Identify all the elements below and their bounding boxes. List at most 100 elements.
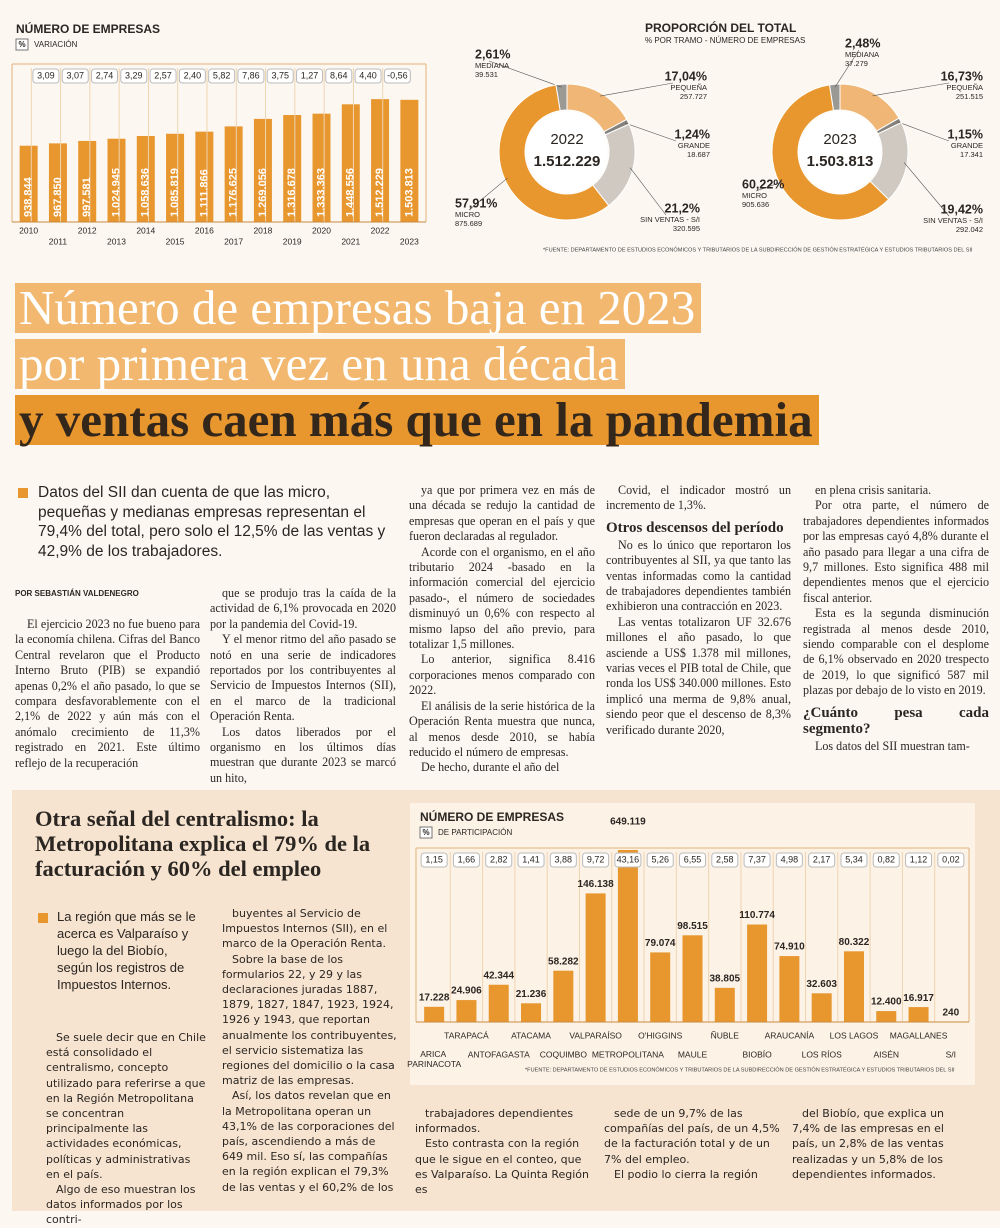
slice-count: 320.595 <box>673 224 700 233</box>
bullet <box>18 488 28 498</box>
value-label: 16.917 <box>903 993 934 1004</box>
chart-title: NÚMERO DE EMPRESAS <box>16 21 160 36</box>
variation-label: 43,16 <box>617 854 640 864</box>
slice-percent: 19,42% <box>941 202 983 216</box>
chart-subtitle: % POR TRAMO - NÚMERO DE EMPRESAS <box>645 36 805 45</box>
variation-label: 4,40 <box>359 70 377 80</box>
paragraph: sede de un 9,7% de las compañías del paí… <box>604 1106 780 1167</box>
slice-name: SIN VENTAS - S/I <box>923 216 983 225</box>
value-label: 42.344 <box>483 970 514 981</box>
bar <box>521 1003 541 1022</box>
headline-line: Número de empresas baja en 2023 <box>15 283 701 333</box>
source-note: *FUENTE: DEPARTAMENTO DE ESTUDIOS ECONÓM… <box>525 1066 955 1073</box>
subheading: ¿Cuánto pesa cada segmento? <box>803 705 989 737</box>
category-label: LOS RÍOS <box>802 1049 842 1059</box>
bar <box>683 935 703 1022</box>
category-label: MAULE <box>678 1049 708 1059</box>
category-label: 2017 <box>224 236 243 246</box>
paragraph: que se produjo tras la caída de la activ… <box>210 586 396 632</box>
headline-line: y ventas caen más que en la pandemia <box>15 395 819 445</box>
variation-label: 8,64 <box>330 70 348 80</box>
value-label: 38.805 <box>709 973 740 984</box>
paragraph: del Biobío, que explica un 7,4% de las e… <box>792 1106 968 1182</box>
leader-line <box>600 83 673 96</box>
subheading: Otros descensos del período <box>606 520 791 536</box>
value-label: 1.316.678 <box>286 168 298 217</box>
category-label: BIOBÍO <box>742 1049 772 1059</box>
category-label: TARAPACÁ <box>444 1030 489 1040</box>
slice-count: 875.689 <box>455 219 482 228</box>
value-label: 1.448.556 <box>345 168 357 217</box>
category-label: ATACAMA <box>511 1030 551 1040</box>
slice-count: 251.515 <box>956 92 983 101</box>
category-label: COQUIMBO <box>540 1049 588 1059</box>
bar <box>489 985 509 1022</box>
variation-label: 0,02 <box>942 854 960 864</box>
value-label: 649.119 <box>610 817 646 828</box>
column: Covid, el indicador mostró un incremento… <box>606 483 791 738</box>
value-label: 24.906 <box>451 986 482 997</box>
paragraph: El análisis de la serie histórica de la … <box>409 699 595 761</box>
value-label: 240 <box>943 1007 960 1018</box>
source-note: *FUENTE: DEPARTAMENTO DE ESTUDIOS ECONÓM… <box>543 246 973 253</box>
sidebar-lead: La región que más se le acerca es Valpar… <box>57 908 202 993</box>
region-chart: NÚMERO DE EMPRESAS%DE PARTICIPACIÓN1,151… <box>410 803 975 1085</box>
category-label: LOS LAGOS <box>830 1030 879 1040</box>
category-label: ANTOFAGASTA <box>468 1049 530 1059</box>
slice-percent: 21,2% <box>665 201 700 215</box>
variation-label: 4,98 <box>781 854 799 864</box>
value-label: 1.333.363 <box>315 168 327 217</box>
slice-name: GRANDE <box>678 141 710 150</box>
category-label: 2022 <box>371 225 390 235</box>
value-label: 1.176.625 <box>228 168 240 217</box>
variation-label: 5,82 <box>213 70 231 80</box>
value-label: 1.058.636 <box>140 168 152 217</box>
badge: % <box>18 40 25 49</box>
paragraph: trabajadores dependientes informados. <box>415 1106 591 1136</box>
bullet <box>38 913 48 923</box>
paragraph: De hecho, durante el año del <box>409 760 595 775</box>
category-label: 2011 <box>49 236 68 246</box>
chart-title: NÚMERO DE EMPRESAS <box>420 809 564 824</box>
paragraph: Los datos del SII muestran tam- <box>803 739 989 754</box>
slice-count: 18.687 <box>687 150 710 159</box>
center-year: 2023 <box>823 131 856 148</box>
category-label: 2012 <box>78 225 97 235</box>
value-label: 12.400 <box>871 997 902 1008</box>
paragraph: buyentes al Servicio de Impuestos Intern… <box>222 906 398 952</box>
value-label: 79.074 <box>645 938 676 949</box>
bar <box>456 1000 476 1022</box>
paragraph: Acorde con el organismo, en el año tribu… <box>409 545 595 653</box>
variation-label: 3,88 <box>555 854 573 864</box>
variation-label: 7,86 <box>242 70 260 80</box>
slice-percent: 57,91% <box>455 196 497 210</box>
chart-subtitle: VARIACIÓN <box>34 40 78 49</box>
variation-label: 2,82 <box>490 854 508 864</box>
bar <box>876 1011 896 1022</box>
slice-name: MICRO <box>455 210 480 219</box>
paragraph: Covid, el indicador mostró un incremento… <box>606 483 791 514</box>
variation-label: 2,74 <box>96 70 114 80</box>
column: Se suele decir que en Chile está consoli… <box>46 1030 206 1228</box>
slice-count: 39.531 <box>475 70 498 79</box>
slice-percent: 1,24% <box>675 127 710 141</box>
paragraph: El ejercicio 2023 no fue bueno para la e… <box>15 617 200 771</box>
slice-name: PEQUEÑA <box>946 83 983 92</box>
paragraph: en plena crisis sanitaria. <box>803 483 989 498</box>
paragraph: No es lo único que reportaron los contri… <box>606 538 791 615</box>
value-label: 74.910 <box>774 942 805 953</box>
center-total: 1.503.813 <box>807 153 874 170</box>
chart-subtitle: DE PARTICIPACIÓN <box>438 828 512 837</box>
leader-line <box>630 168 666 215</box>
category-label: MAGALLANES <box>890 1030 948 1040</box>
bar <box>747 925 767 1022</box>
category-label: ÑUBLE <box>711 1030 740 1040</box>
column: en plena crisis sanitaria.Por otra parte… <box>803 483 989 754</box>
variation-label: 1,27 <box>301 70 319 80</box>
column: que se produjo tras la caída de la activ… <box>210 586 396 786</box>
column: sede de un 9,7% de las compañías del paí… <box>604 1106 780 1182</box>
byline: POR SEBASTIÁN VALDENEGRO <box>15 589 139 598</box>
bar <box>909 1007 929 1022</box>
